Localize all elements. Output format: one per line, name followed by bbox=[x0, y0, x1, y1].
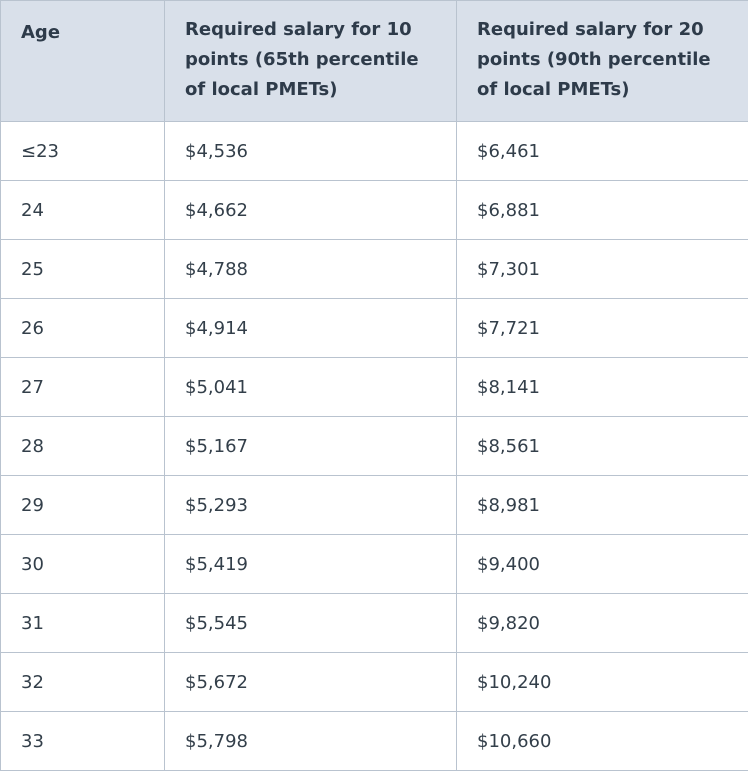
table-row: 27 $5,041 $8,141 bbox=[0, 357, 748, 417]
salary-10-points-cell: $4,662 bbox=[164, 180, 457, 240]
salary-20-points-cell: $8,141 bbox=[456, 357, 748, 417]
table-row: 33 $5,798 $10,660 bbox=[0, 711, 748, 771]
salary-10-points-cell: $4,914 bbox=[164, 298, 457, 358]
header-salary-20-points: Required salary for 20 points (90th perc… bbox=[456, 0, 748, 122]
table-row: ≤23 $4,536 $6,461 bbox=[0, 121, 748, 181]
salary-10-points-cell: $5,041 bbox=[164, 357, 457, 417]
table-row: 31 $5,545 $9,820 bbox=[0, 593, 748, 653]
age-cell: 32 bbox=[0, 652, 165, 712]
salary-20-points-cell: $7,721 bbox=[456, 298, 748, 358]
salary-10-points-cell: $5,672 bbox=[164, 652, 457, 712]
salary-20-points-cell: $8,981 bbox=[456, 475, 748, 535]
header-salary-10-points: Required salary for 10 points (65th perc… bbox=[164, 0, 457, 122]
age-cell: 28 bbox=[0, 416, 165, 476]
age-cell: 25 bbox=[0, 239, 165, 299]
salary-20-points-cell: $9,820 bbox=[456, 593, 748, 653]
salary-10-points-cell: $5,798 bbox=[164, 711, 457, 771]
table-body: ≤23 $4,536 $6,461 24 $4,662 $6,881 25 $4,788 $7,… bbox=[0, 121, 748, 771]
salary-20-points-cell: $9,400 bbox=[456, 534, 748, 594]
age-cell: 26 bbox=[0, 298, 165, 358]
age-cell: 29 bbox=[0, 475, 165, 535]
table-row: 30 $5,419 $9,400 bbox=[0, 534, 748, 594]
header-age: Age bbox=[0, 0, 165, 122]
age-cell: 31 bbox=[0, 593, 165, 653]
age-cell: 33 bbox=[0, 711, 165, 771]
table-row: 24 $4,662 $6,881 bbox=[0, 180, 748, 240]
salary-10-points-cell: $5,167 bbox=[164, 416, 457, 476]
salary-10-points-cell: $4,536 bbox=[164, 121, 457, 181]
salary-20-points-cell: $8,561 bbox=[456, 416, 748, 476]
salary-20-points-cell: $6,461 bbox=[456, 121, 748, 181]
table-row: 32 $5,672 $10,240 bbox=[0, 652, 748, 712]
salary-10-points-cell: $5,419 bbox=[164, 534, 457, 594]
age-cell: 30 bbox=[0, 534, 165, 594]
table-row: 25 $4,788 $7,301 bbox=[0, 239, 748, 299]
salary-10-points-cell: $5,545 bbox=[164, 593, 457, 653]
header-row: Age Required salary for 10 points (65th … bbox=[0, 0, 748, 122]
age-cell: 27 bbox=[0, 357, 165, 417]
salary-20-points-cell: $10,240 bbox=[456, 652, 748, 712]
salary-20-points-cell: $6,881 bbox=[456, 180, 748, 240]
salary-20-points-cell: $10,660 bbox=[456, 711, 748, 771]
salary-20-points-cell: $7,301 bbox=[456, 239, 748, 299]
age-cell: 24 bbox=[0, 180, 165, 240]
table-row: 26 $4,914 $7,721 bbox=[0, 298, 748, 358]
age-cell: ≤23 bbox=[0, 121, 165, 181]
table-row: 28 $5,167 $8,561 bbox=[0, 416, 748, 476]
salary-10-points-cell: $5,293 bbox=[164, 475, 457, 535]
table-row: 29 $5,293 $8,981 bbox=[0, 475, 748, 535]
table-header: Age Required salary for 10 points (65th … bbox=[0, 0, 748, 122]
salary-10-points-cell: $4,788 bbox=[164, 239, 457, 299]
